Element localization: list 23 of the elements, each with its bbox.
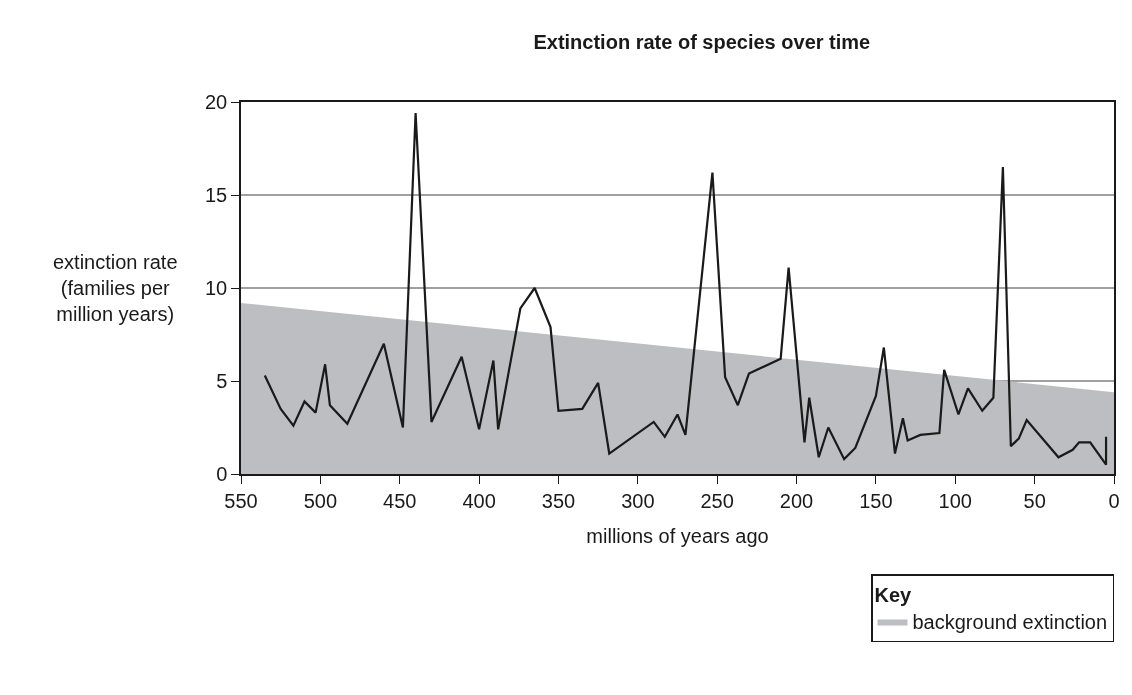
y-tick-label: 5	[216, 370, 228, 392]
x-tick-label: 300	[621, 489, 655, 512]
x-tick-label: 550	[224, 489, 258, 512]
y-axis-title: extinction rate (families per million years)	[53, 251, 178, 325]
x-tick-label: 400	[462, 489, 496, 512]
y-tick-label: 10	[205, 277, 228, 299]
line-series	[263, 112, 1108, 466]
y-tick-label: 0	[216, 463, 228, 485]
x-tick-label: 150	[859, 489, 893, 512]
x-axis-title: millions of years ago	[586, 524, 769, 547]
chart-title: Extinction rate of species over time	[533, 30, 871, 53]
y-tick-label: 15	[205, 184, 228, 206]
legend-title: Key	[874, 583, 913, 606]
x-tick-label: 500	[303, 489, 338, 512]
y-tick-label: 20	[205, 91, 228, 113]
x-tick-label: 450	[383, 489, 417, 512]
x-tick-label: 50	[1023, 489, 1046, 512]
x-tick-label: 250	[700, 489, 734, 512]
x-tick-label: 200	[779, 489, 814, 512]
legend-label: background extinction	[912, 611, 1108, 634]
x-tick-label: 100	[938, 489, 972, 512]
x-tick-label: 350	[541, 489, 576, 512]
x-tick-label: 0	[1108, 489, 1120, 512]
